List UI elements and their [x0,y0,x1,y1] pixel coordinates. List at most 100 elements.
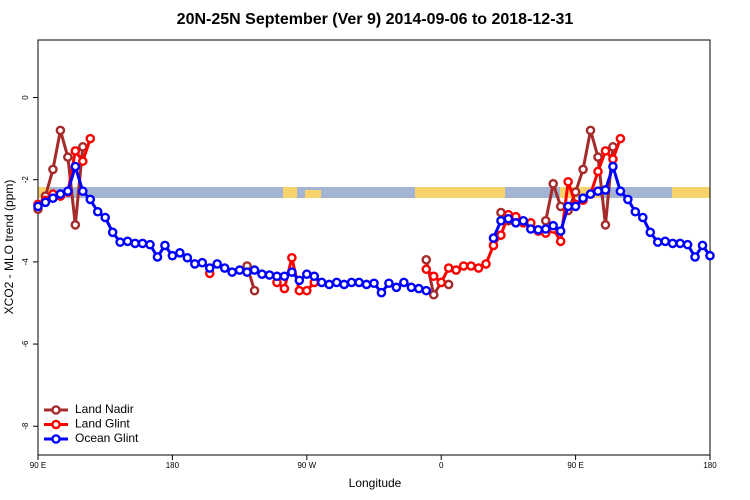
data-point [63,186,73,197]
data-point [660,236,671,247]
data-point [324,279,335,290]
land-strip [415,187,505,198]
data-point [555,236,566,247]
data-point [458,261,469,271]
data-point [481,259,491,269]
data-point [428,289,439,300]
data-point [473,263,484,273]
data-point [63,152,73,162]
data-point [279,283,290,294]
data-point [630,206,641,217]
data-point [204,263,215,273]
chart-title: 20N-25N September (Ver 9) 2014-09-06 to … [177,11,574,28]
data-point [563,176,573,187]
legend-marker [51,419,61,430]
data-point [526,224,536,234]
data-point [578,164,588,175]
data-point [533,225,544,235]
data-point [137,238,148,249]
data-point [219,263,230,273]
x-axis-label: Longitude [349,476,402,490]
data-point [249,265,260,275]
data-point [78,156,88,167]
data-point [115,237,125,247]
data-point [578,193,588,203]
data-point [242,267,252,277]
data-point [167,250,178,261]
data-point [428,271,439,282]
data-point [421,285,432,296]
ocean-strip [38,187,710,198]
land-strip [283,187,297,198]
data-point [189,259,200,269]
data-point [585,125,596,136]
data-point [48,164,58,175]
data-point [339,279,349,290]
data-point [85,194,96,205]
data-point [451,265,461,275]
data-point [376,287,387,298]
plot-frame [37,39,711,456]
data-point [496,207,506,218]
data-point [92,206,103,217]
data-point [287,267,297,277]
y-tick-label: 0 [21,95,30,100]
data-point [496,215,506,226]
data-point [421,264,432,275]
x-tick-label: 180 [166,461,180,470]
data-point [600,185,611,195]
data-point [593,152,603,162]
data-point [593,186,603,197]
data-point [443,263,454,273]
y-tick-label: -4 [21,258,30,266]
data-point [160,240,170,251]
data-point [384,278,394,289]
data-point [331,277,342,288]
data-point [645,227,656,238]
legend-label: Land Glint [75,417,130,431]
land-strip [305,190,321,198]
data-point [152,252,163,262]
x-tick-label: 0 [439,461,444,470]
data-point [623,194,633,205]
data-point [488,233,499,243]
data-point [690,252,700,262]
data-point [316,277,327,288]
data-point [563,201,573,212]
data-point [33,201,43,212]
data-point [600,146,611,156]
data-point [272,271,282,282]
data-point [48,193,58,203]
data-point [503,213,514,224]
x-tick-label: 90 W [297,461,316,470]
data-point [249,285,260,296]
data-point [608,161,618,172]
data-point [548,179,559,189]
data-point [443,279,454,290]
data-point [638,212,648,223]
data-point [391,282,402,293]
data-point [301,269,312,280]
data-point [615,186,626,197]
data-point [496,230,506,240]
data-point [264,270,275,280]
data-point [675,238,685,249]
legend-label: Ocean Glint [75,431,139,445]
land-strip [672,187,710,198]
data-point [40,197,51,208]
data-point [145,239,155,250]
data-point [55,189,66,199]
data-point [70,146,81,156]
data-point [399,277,409,288]
data-point [652,237,663,247]
data-point [361,279,372,290]
data-point [600,220,611,230]
data-point [421,255,432,265]
data-point [175,248,185,258]
data-point [107,227,118,238]
data-point [227,267,237,277]
data-point [511,218,521,228]
legend-marker [51,434,61,444]
data-point [540,215,551,226]
